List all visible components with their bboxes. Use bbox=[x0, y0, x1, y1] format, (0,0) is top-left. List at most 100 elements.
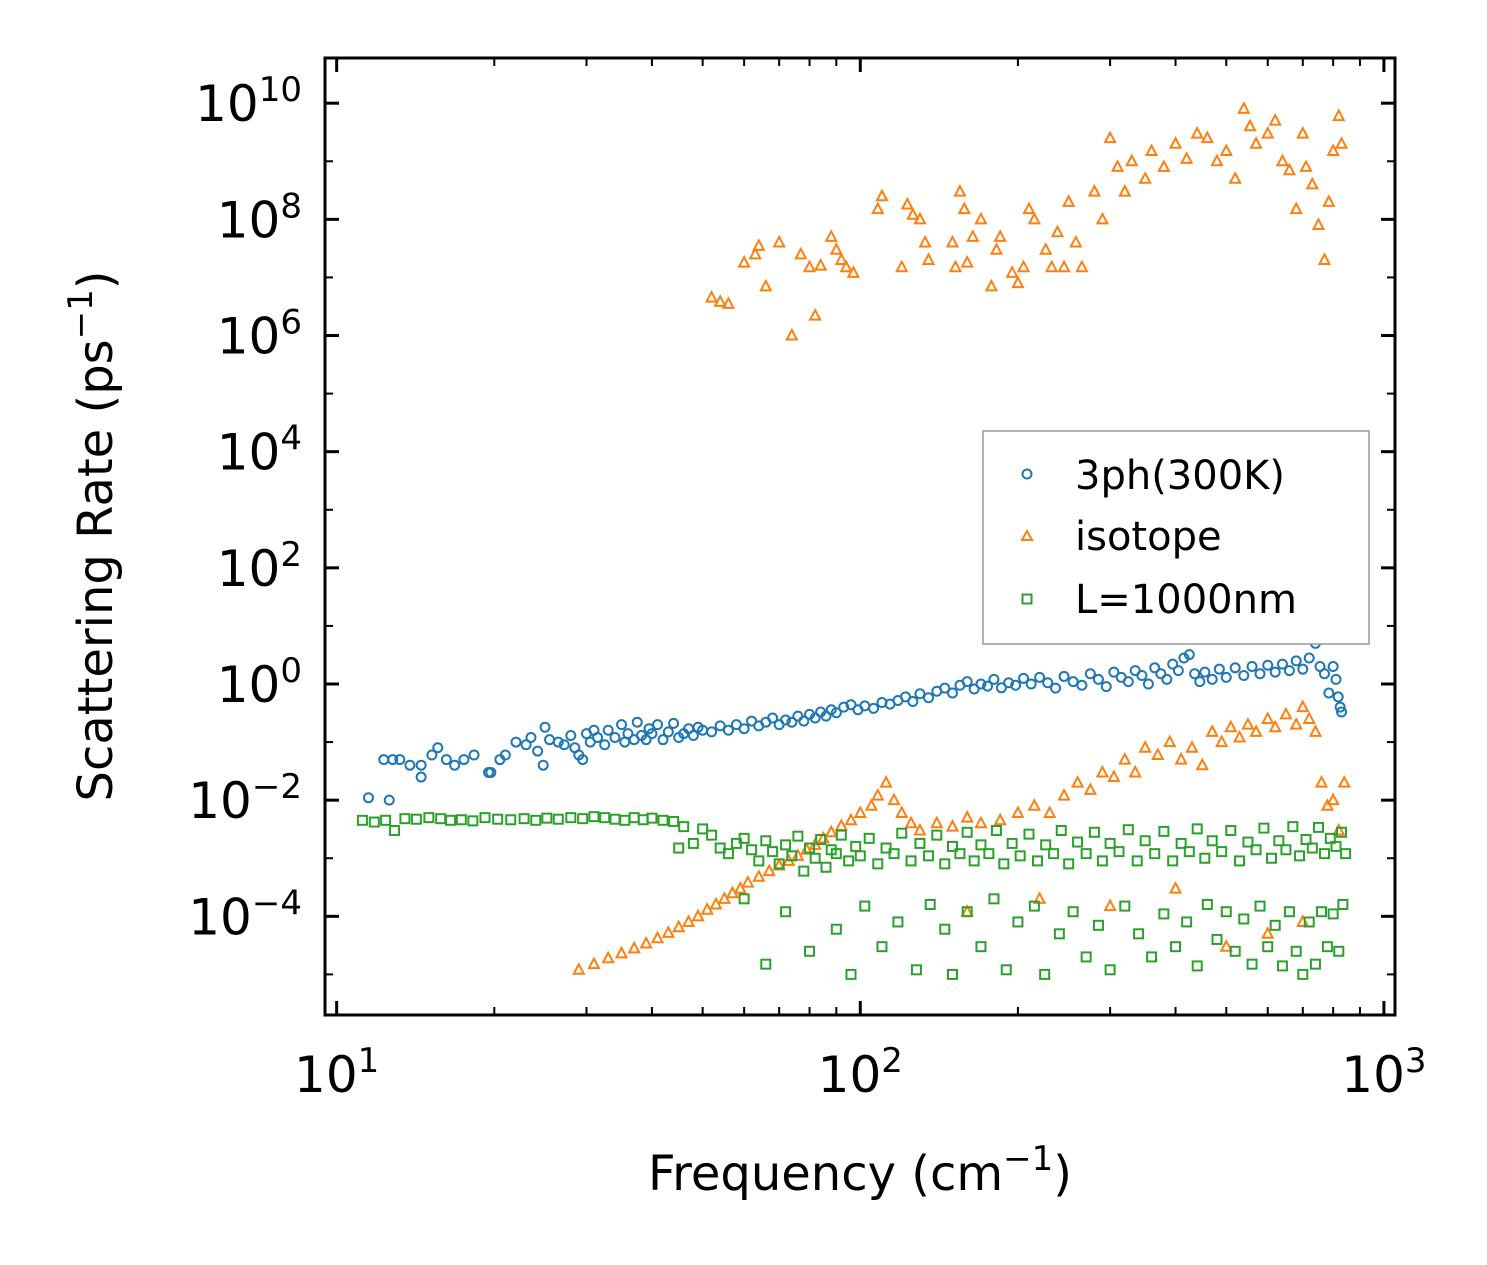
data-point bbox=[404, 759, 416, 771]
data-point bbox=[1229, 945, 1241, 957]
data-point bbox=[637, 814, 649, 826]
data-point bbox=[839, 259, 853, 273]
data-point bbox=[1311, 217, 1326, 230]
data-point bbox=[1138, 171, 1152, 184]
y-tick-label: 10−2 bbox=[188, 767, 302, 830]
data-point bbox=[1323, 687, 1335, 699]
data-point bbox=[1254, 668, 1266, 680]
data-point bbox=[975, 941, 987, 953]
data-point bbox=[706, 829, 718, 841]
data-point bbox=[1332, 691, 1344, 703]
data-point bbox=[687, 837, 699, 849]
data-point bbox=[1167, 855, 1179, 867]
data-point bbox=[1104, 964, 1116, 976]
data-point bbox=[1234, 855, 1246, 867]
data-point bbox=[1219, 143, 1233, 157]
data-point bbox=[946, 968, 958, 980]
data-point bbox=[1195, 757, 1209, 771]
data-point bbox=[587, 956, 601, 970]
data-point bbox=[668, 717, 680, 729]
data-point bbox=[1118, 751, 1132, 765]
data-point bbox=[577, 754, 589, 766]
data-point bbox=[1023, 828, 1035, 840]
data-point bbox=[1220, 906, 1232, 918]
data-point bbox=[1012, 916, 1024, 928]
data-point bbox=[518, 813, 530, 825]
data-point bbox=[1317, 252, 1332, 265]
data-point bbox=[1246, 958, 1258, 970]
data-point bbox=[662, 726, 674, 738]
data-point bbox=[1268, 113, 1282, 126]
series-triangle bbox=[572, 101, 1351, 975]
data-point bbox=[530, 814, 542, 826]
data-point bbox=[854, 850, 866, 862]
data-point bbox=[687, 729, 699, 741]
data-point bbox=[1225, 825, 1237, 837]
data-point bbox=[906, 207, 920, 220]
data-point bbox=[1040, 839, 1052, 851]
data-point bbox=[1095, 764, 1110, 778]
data-point bbox=[1275, 153, 1290, 167]
data-point bbox=[896, 827, 908, 839]
data-point bbox=[1322, 194, 1336, 207]
data-point bbox=[1092, 673, 1104, 685]
data-point bbox=[802, 259, 817, 273]
data-point bbox=[780, 714, 792, 726]
data-point bbox=[1183, 649, 1195, 661]
data-point bbox=[875, 188, 889, 202]
data-point bbox=[1229, 662, 1241, 674]
data-point bbox=[1061, 194, 1076, 207]
data-point bbox=[914, 688, 926, 700]
data-point bbox=[923, 692, 935, 704]
data-point bbox=[1289, 201, 1303, 215]
data-point bbox=[939, 682, 951, 694]
data-point bbox=[1330, 673, 1342, 685]
data-point bbox=[713, 294, 727, 307]
data-point bbox=[993, 229, 1007, 242]
data-point bbox=[697, 823, 709, 835]
data-point bbox=[599, 812, 611, 824]
data-point bbox=[888, 848, 900, 860]
data-point bbox=[968, 683, 980, 695]
data-point bbox=[746, 715, 758, 727]
data-point bbox=[850, 840, 862, 852]
data-point bbox=[1205, 724, 1219, 737]
data-point bbox=[1157, 159, 1171, 172]
data-point bbox=[1250, 844, 1262, 856]
data-point bbox=[1334, 701, 1346, 713]
data-point bbox=[746, 844, 758, 856]
data-point bbox=[772, 234, 786, 248]
data-point bbox=[1092, 919, 1104, 931]
data-point bbox=[892, 916, 904, 928]
data-point bbox=[492, 813, 504, 825]
data-point bbox=[602, 724, 614, 736]
data-point bbox=[1142, 678, 1154, 690]
data-point bbox=[1181, 916, 1193, 928]
data-point bbox=[1265, 852, 1277, 864]
data-point bbox=[1027, 798, 1042, 811]
data-point bbox=[356, 814, 368, 826]
data-point bbox=[960, 809, 974, 823]
x-tick-label: 103 bbox=[1341, 1041, 1426, 1104]
data-point bbox=[945, 818, 960, 832]
data-point bbox=[640, 734, 652, 746]
data-point bbox=[974, 211, 988, 225]
data-point bbox=[988, 673, 1000, 685]
data-point bbox=[808, 307, 822, 321]
data-point bbox=[1080, 848, 1092, 860]
data-point bbox=[1243, 118, 1257, 132]
data-point bbox=[767, 712, 779, 724]
data-point bbox=[809, 852, 821, 864]
data-point bbox=[721, 296, 736, 309]
data-point bbox=[1280, 844, 1292, 856]
data-point bbox=[913, 822, 927, 836]
data-point bbox=[1025, 678, 1037, 690]
data-point bbox=[954, 848, 966, 860]
data-point bbox=[868, 702, 880, 714]
data-point bbox=[853, 805, 867, 819]
data-point bbox=[880, 842, 892, 854]
data-point bbox=[1067, 906, 1079, 918]
data-point bbox=[1296, 125, 1310, 139]
data-point bbox=[1076, 679, 1088, 691]
legend-entry-isotope: isotope bbox=[1020, 514, 1222, 560]
